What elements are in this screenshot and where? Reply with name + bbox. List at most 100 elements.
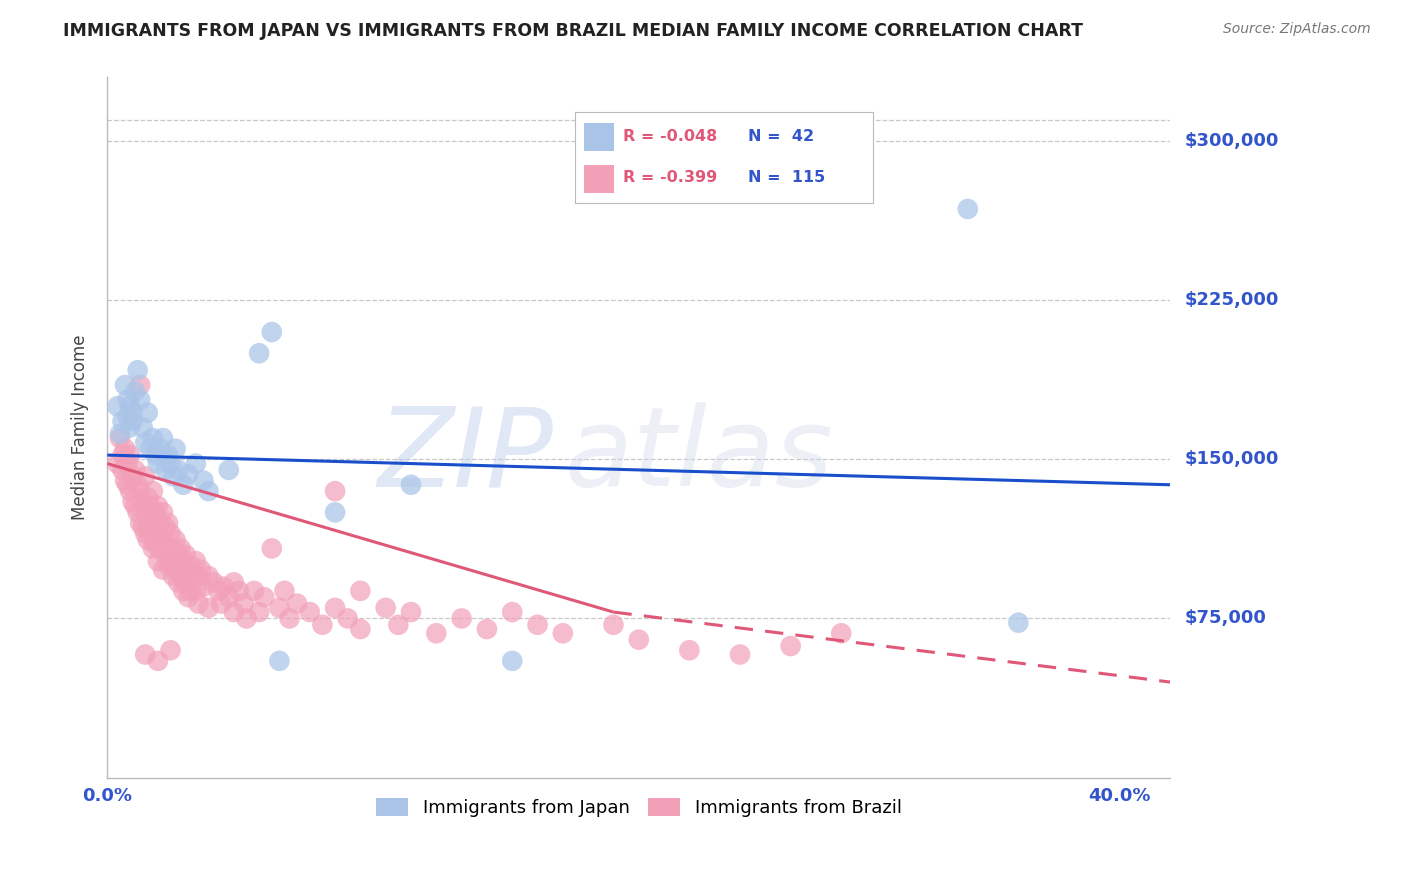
Point	[129, 484, 152, 499]
Text: $150,000: $150,000	[1184, 450, 1278, 468]
Point	[212, 580, 235, 594]
Point	[149, 516, 172, 530]
Point	[157, 516, 180, 530]
Point	[209, 597, 232, 611]
Point	[145, 448, 167, 462]
Point	[108, 426, 131, 441]
Point	[336, 611, 359, 625]
Point	[501, 605, 523, 619]
Point	[121, 495, 143, 509]
Point	[152, 533, 174, 547]
Point	[134, 435, 156, 450]
Point	[129, 392, 152, 407]
Point	[170, 541, 193, 556]
Point	[146, 457, 169, 471]
Point	[121, 469, 143, 483]
Point	[197, 484, 219, 499]
Point	[132, 420, 155, 434]
Text: atlas: atlas	[564, 402, 832, 509]
Point	[475, 622, 498, 636]
Point	[159, 554, 181, 568]
Point	[247, 605, 270, 619]
Point	[197, 569, 219, 583]
Point	[155, 548, 177, 562]
Point	[121, 414, 143, 428]
Point	[956, 202, 979, 216]
Point	[602, 617, 624, 632]
Point	[193, 474, 215, 488]
Point	[120, 420, 142, 434]
Point	[180, 558, 202, 573]
Point	[139, 499, 162, 513]
Point	[142, 484, 165, 499]
Point	[323, 505, 346, 519]
Point	[117, 392, 139, 407]
Point	[177, 591, 200, 605]
Text: ZIP: ZIP	[378, 402, 554, 509]
Point	[399, 477, 422, 491]
Point	[121, 406, 143, 420]
Point	[145, 537, 167, 551]
Point	[114, 378, 136, 392]
Text: $75,000: $75,000	[1184, 609, 1265, 627]
Point	[193, 580, 215, 594]
Point	[136, 491, 159, 505]
Point	[120, 484, 142, 499]
Point	[501, 654, 523, 668]
Point	[551, 626, 574, 640]
Point	[145, 505, 167, 519]
Point	[165, 563, 187, 577]
Point	[111, 463, 134, 477]
Point	[139, 526, 162, 541]
Point	[180, 583, 202, 598]
Point	[107, 457, 129, 471]
Point	[260, 325, 283, 339]
Point	[174, 548, 197, 562]
Point	[132, 520, 155, 534]
Point	[184, 583, 207, 598]
Point	[235, 611, 257, 625]
Point	[111, 448, 134, 462]
Point	[399, 605, 422, 619]
Point	[155, 520, 177, 534]
Point	[269, 600, 291, 615]
Point	[146, 526, 169, 541]
Point	[323, 484, 346, 499]
Point	[132, 495, 155, 509]
Point	[323, 600, 346, 615]
Point	[136, 533, 159, 547]
Point	[146, 554, 169, 568]
Point	[162, 569, 184, 583]
Point	[162, 469, 184, 483]
Point	[117, 477, 139, 491]
Point	[202, 575, 225, 590]
Point	[114, 442, 136, 456]
Point	[526, 617, 548, 632]
Point	[269, 654, 291, 668]
Point	[218, 591, 240, 605]
Text: IMMIGRANTS FROM JAPAN VS IMMIGRANTS FROM BRAZIL MEDIAN FAMILY INCOME CORRELATION: IMMIGRANTS FROM JAPAN VS IMMIGRANTS FROM…	[63, 22, 1083, 40]
Point	[177, 563, 200, 577]
Point	[139, 442, 162, 456]
Point	[117, 409, 139, 424]
Point	[678, 643, 700, 657]
Point	[134, 648, 156, 662]
Point	[152, 431, 174, 445]
Point	[167, 575, 190, 590]
Point	[184, 457, 207, 471]
Point	[142, 512, 165, 526]
Point	[278, 611, 301, 625]
Point	[172, 477, 194, 491]
Point	[149, 442, 172, 456]
Point	[142, 431, 165, 445]
Point	[187, 569, 209, 583]
Point	[124, 384, 146, 399]
Point	[124, 499, 146, 513]
Point	[285, 597, 308, 611]
Point	[129, 378, 152, 392]
Point	[387, 617, 409, 632]
Point	[129, 516, 152, 530]
Point	[243, 583, 266, 598]
Text: Source: ZipAtlas.com: Source: ZipAtlas.com	[1223, 22, 1371, 37]
Point	[114, 474, 136, 488]
